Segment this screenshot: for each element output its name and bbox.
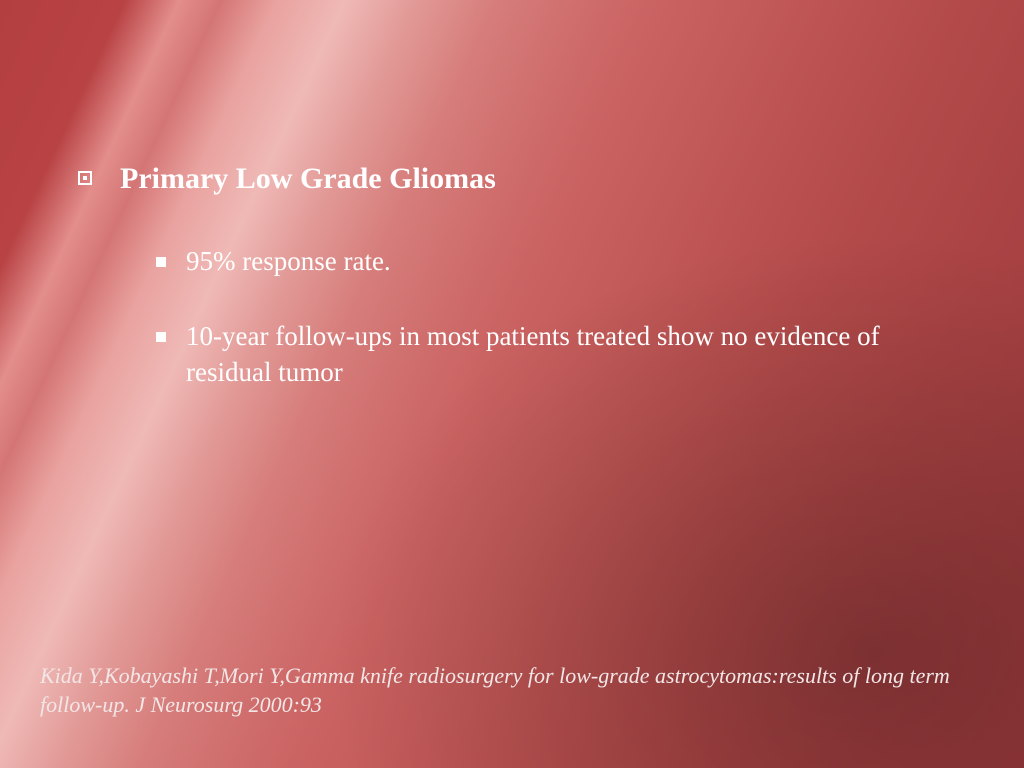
- square-dot-bullet-icon: [78, 171, 92, 185]
- citation-text: Kida Y,Kobayashi T,Mori Y,Gamma knife ra…: [40, 661, 964, 720]
- heading-text: Primary Low Grade Gliomas: [120, 160, 496, 198]
- slide-content: Primary Low Grade Gliomas 95% response r…: [78, 160, 964, 430]
- list-item: 10-year follow-ups in most patients trea…: [156, 319, 964, 390]
- heading-item: Primary Low Grade Gliomas: [78, 160, 964, 198]
- square-bullet-icon: [156, 332, 166, 342]
- sub-points: 95% response rate. 10-year follow-ups in…: [156, 244, 964, 391]
- square-bullet-icon: [156, 257, 166, 267]
- list-item-text: 10-year follow-ups in most patients trea…: [186, 319, 946, 390]
- slide: Primary Low Grade Gliomas 95% response r…: [0, 0, 1024, 768]
- list-item-text: 95% response rate.: [186, 244, 391, 280]
- list-item: 95% response rate.: [156, 244, 964, 280]
